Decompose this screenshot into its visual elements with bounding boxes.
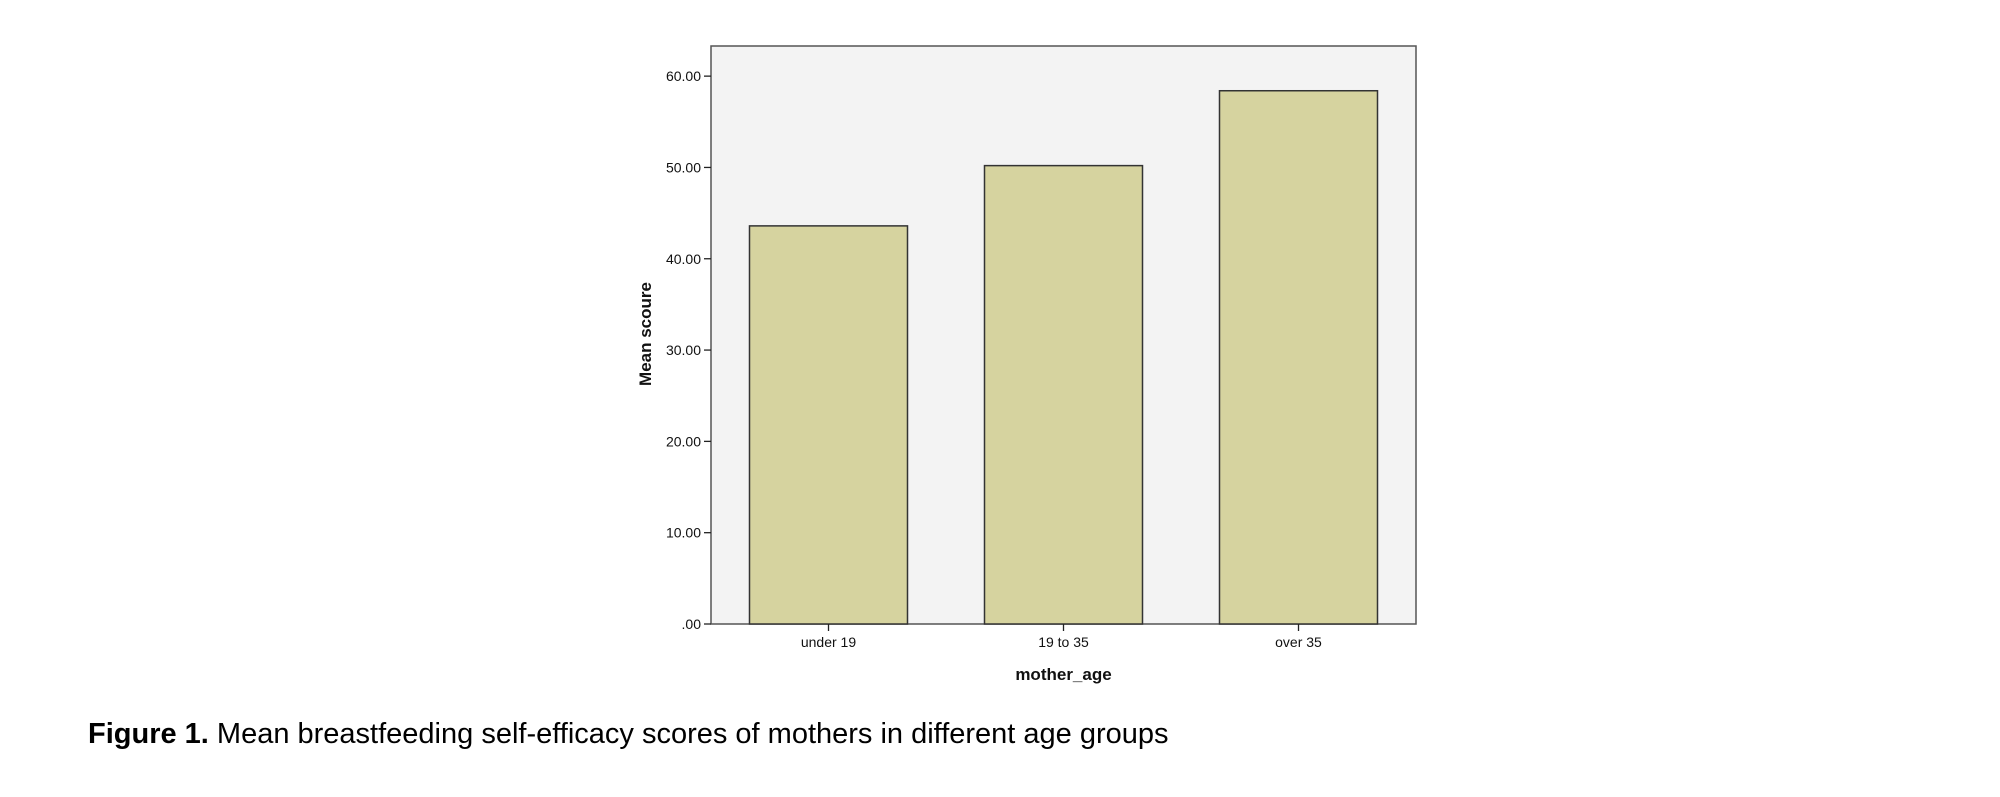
figure-caption: Figure 1. Mean breastfeeding self-effica…	[88, 718, 1169, 751]
y-axis-label: Mean scoure	[636, 282, 655, 386]
figure-caption-label: Figure 1.	[88, 718, 209, 750]
y-tick-label: 50.00	[666, 159, 701, 175]
bar-series	[748, 89, 1379, 625]
x-tick-label: under 19	[801, 634, 856, 650]
y-tick-label: 10.00	[666, 525, 701, 541]
figure-caption-text: Mean breastfeeding self-efficacy scores …	[208, 718, 1169, 750]
x-tick-label: 19 to 35	[1038, 634, 1089, 650]
y-tick-label: .00	[682, 616, 702, 632]
y-tick-label: 30.00	[666, 342, 701, 358]
bar	[1218, 89, 1379, 625]
bar	[983, 164, 1144, 625]
y-tick-label: 60.00	[666, 68, 701, 84]
bar-chart: .00 10.00 20.00 30.00 40.00 50.00 60.00 under …	[636, 45, 1417, 684]
bar	[748, 225, 909, 625]
x-axis: under 19 19 to 35 over 35	[801, 624, 1322, 650]
y-tick-label: 40.00	[666, 251, 701, 267]
y-tick-label: 20.00	[666, 433, 701, 449]
y-axis: .00 10.00 20.00 30.00 40.00 50.00 60.00	[666, 68, 711, 632]
x-tick-label: over 35	[1275, 634, 1322, 650]
x-axis-label: mother_age	[1015, 665, 1111, 684]
